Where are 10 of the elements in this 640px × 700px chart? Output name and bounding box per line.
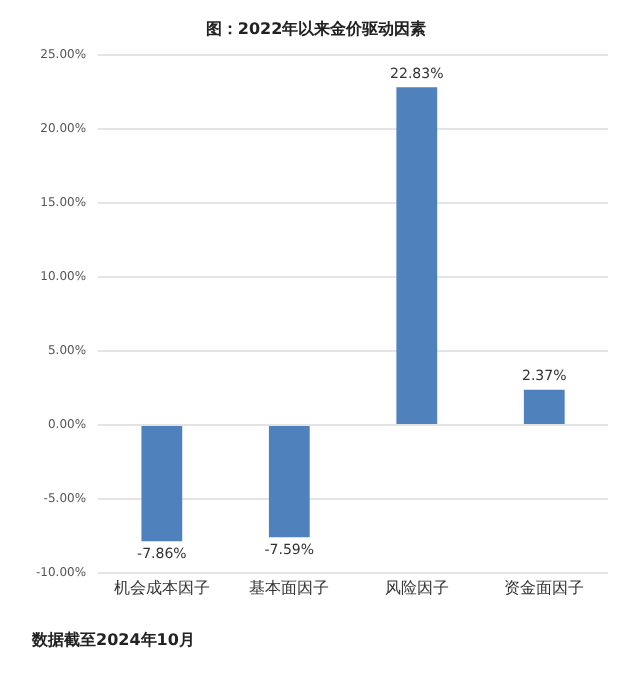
bar [523, 389, 565, 424]
text: 数据截至2024年10月 [30, 630, 195, 649]
bar [396, 87, 438, 424]
x-tick-label: 风险因子 [384, 578, 449, 597]
x-tick-label: 基本面因子 [249, 578, 330, 597]
bar [141, 425, 183, 542]
bar [268, 425, 310, 538]
x-tick-label: 机会成本因子 [113, 578, 210, 597]
chart-title: 图：2022年以来金价驱动因素 [205, 19, 427, 38]
x-tick-label: 资金面因子 [504, 578, 585, 597]
